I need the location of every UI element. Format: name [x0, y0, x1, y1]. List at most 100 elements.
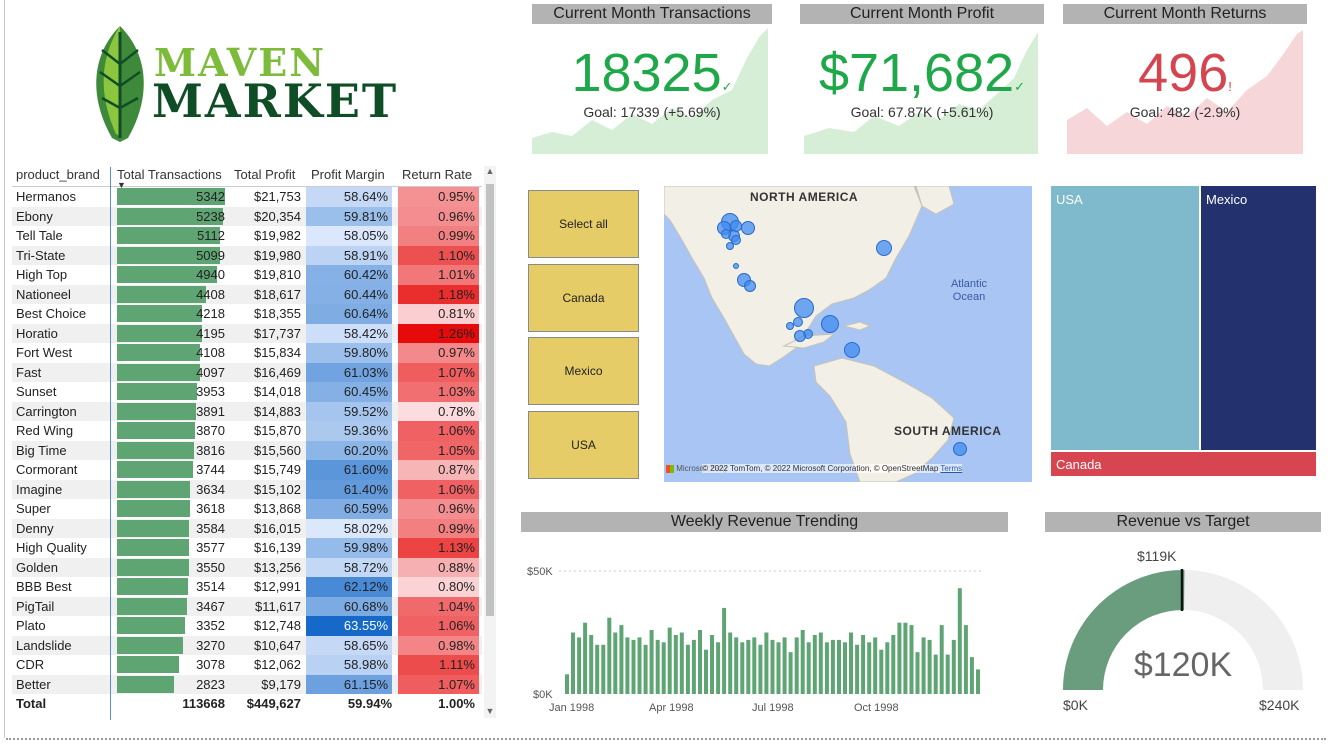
weekly-revenue-bar[interactable] [837, 639, 841, 694]
slicer-select-all[interactable]: Select all [528, 190, 639, 258]
weekly-revenue-bar[interactable] [758, 644, 763, 694]
weekly-revenue-bar[interactable] [915, 652, 920, 694]
slicer-usa[interactable]: USA [528, 411, 639, 479]
weekly-revenue-bar[interactable] [818, 632, 823, 695]
header-profit[interactable]: Total Profit [234, 167, 296, 182]
table-row[interactable]: Golden 3550 $13,256 58.72% 0.88% [12, 557, 482, 577]
slicer-canada[interactable]: Canada [528, 264, 639, 332]
weekly-revenue-bar[interactable] [673, 635, 678, 694]
store-location-bubble[interactable] [731, 235, 741, 245]
weekly-revenue-bar[interactable] [873, 637, 878, 694]
header-margin[interactable]: Profit Margin [311, 167, 385, 182]
kpi-card-transactions[interactable]: Current Month Transactions 18325✓ Goal: … [532, 4, 772, 156]
sort-desc-icon[interactable]: ▼ [117, 180, 126, 190]
weekly-revenue-bar[interactable] [565, 674, 569, 694]
weekly-revenue-bar[interactable] [782, 637, 787, 694]
store-location-bubble[interactable] [794, 330, 806, 342]
table-row[interactable]: Tell Tale 5112 $19,982 58.05% 0.99% [12, 226, 482, 246]
weekly-revenue-bar[interactable] [776, 642, 781, 694]
scroll-up-icon[interactable]: ▲ [485, 166, 495, 176]
weekly-revenue-bar[interactable] [927, 639, 932, 694]
kpi-card-returns[interactable]: Current Month Returns 496! Goal: 482 (-2… [1063, 4, 1307, 156]
weekly-revenue-bar[interactable] [909, 625, 914, 694]
weekly-revenue-bar[interactable] [969, 657, 974, 694]
weekly-revenue-chart[interactable]: $50K $0K Jan 1998 Apr 1998 Jul 1998 Oct … [521, 556, 991, 716]
table-row[interactable]: PigTail 3467 $11,617 60.68% 1.04% [12, 596, 482, 616]
treemap-mexico[interactable]: Mexico [1201, 186, 1316, 450]
header-transactions[interactable]: Total Transactions [117, 167, 222, 182]
weekly-revenue-bar[interactable] [595, 644, 600, 694]
kpi-card-profit[interactable]: Current Month Profit $71,682✓ Goal: 67.8… [800, 4, 1044, 156]
treemap-usa[interactable]: USA [1051, 186, 1199, 450]
table-row[interactable]: Red Wing 3870 $15,870 59.36% 1.06% [12, 421, 482, 441]
table-row[interactable]: Plato 3352 $12,748 63.55% 1.06% [12, 616, 482, 636]
weekly-revenue-bar[interactable] [843, 642, 847, 694]
header-brand[interactable]: product_brand [16, 167, 100, 182]
weekly-revenue-bar[interactable] [885, 642, 890, 694]
weekly-revenue-bar[interactable] [722, 607, 727, 694]
brand-table[interactable]: product_brand Total Transactions ▼ Total… [12, 164, 482, 714]
weekly-revenue-bar[interactable] [631, 639, 636, 694]
table-row[interactable]: High Quality 3577 $16,139 59.98% 1.13% [12, 538, 482, 558]
store-location-bubble[interactable] [844, 342, 860, 358]
weekly-revenue-bar[interactable] [685, 644, 690, 694]
table-row[interactable]: Hermanos 5342 $21,753 58.64% 0.95% [12, 187, 482, 207]
weekly-revenue-bar[interactable] [855, 644, 860, 694]
weekly-revenue-bar[interactable] [728, 632, 733, 695]
slicer-mexico[interactable]: Mexico [528, 337, 639, 405]
weekly-revenue-bar[interactable] [963, 625, 968, 694]
weekly-revenue-bar[interactable] [824, 642, 829, 694]
weekly-revenue-bar[interactable] [679, 632, 684, 695]
weekly-revenue-bar[interactable] [625, 637, 630, 694]
store-location-bubble[interactable] [786, 322, 794, 330]
weekly-revenue-bar[interactable] [571, 632, 575, 695]
weekly-revenue-bar[interactable] [879, 649, 884, 694]
weekly-revenue-bar[interactable] [770, 639, 775, 694]
table-row[interactable]: Tri-State 5099 $19,980 58.91% 1.10% [12, 245, 482, 265]
weekly-revenue-bar[interactable] [752, 637, 757, 694]
store-location-bubble[interactable] [876, 240, 892, 256]
weekly-revenue-bar[interactable] [891, 635, 896, 694]
weekly-revenue-bar[interactable] [710, 635, 714, 694]
weekly-revenue-bar[interactable] [939, 625, 944, 694]
table-row[interactable]: CDR 3078 $12,062 58.98% 1.11% [12, 655, 482, 675]
weekly-revenue-bar[interactable] [637, 637, 642, 694]
weekly-revenue-bar[interactable] [649, 630, 654, 694]
table-row[interactable]: Super 3618 $13,868 60.59% 0.96% [12, 499, 482, 519]
table-scrollbar-thumb[interactable] [486, 184, 494, 616]
weekly-revenue-bar[interactable] [921, 637, 926, 694]
weekly-revenue-bar[interactable] [897, 622, 902, 694]
store-location-bubble[interactable] [794, 298, 814, 318]
weekly-revenue-bar[interactable] [788, 652, 793, 694]
weekly-revenue-bar[interactable] [734, 637, 739, 694]
table-row[interactable]: Ebony 5238 $20,354 59.81% 0.96% [12, 206, 482, 226]
weekly-revenue-bar[interactable] [667, 627, 672, 694]
table-row[interactable]: High Top 4940 $19,810 60.42% 1.01% [12, 265, 482, 285]
weekly-revenue-bar[interactable] [607, 617, 612, 694]
store-location-bubble[interactable] [953, 442, 967, 456]
store-map[interactable]: NORTH AMERICA SOUTH AMERICA Atlantic Oce… [664, 186, 1032, 482]
table-row[interactable]: Fast 4097 $16,469 61.03% 1.07% [12, 362, 482, 382]
table-row[interactable]: Carrington 3891 $14,883 59.52% 0.78% [12, 401, 482, 421]
weekly-revenue-bar[interactable] [601, 644, 606, 694]
table-row[interactable]: BBB Best 3514 $12,991 62.12% 0.80% [12, 577, 482, 597]
weekly-revenue-bar[interactable] [945, 654, 950, 694]
store-location-bubble[interactable] [793, 317, 803, 327]
weekly-revenue-bar[interactable] [583, 622, 588, 694]
weekly-revenue-bar[interactable] [740, 642, 745, 694]
weekly-revenue-bar[interactable] [655, 639, 660, 694]
weekly-revenue-bar[interactable] [800, 630, 805, 694]
weekly-revenue-bar[interactable] [957, 588, 962, 694]
store-location-bubble[interactable] [821, 315, 839, 333]
table-row[interactable]: Nationeel 4408 $18,617 60.44% 1.18% [12, 284, 482, 304]
weekly-revenue-bar[interactable] [613, 632, 618, 695]
table-row[interactable]: Big Time 3816 $15,560 60.20% 1.05% [12, 440, 482, 460]
weekly-revenue-bar[interactable] [698, 630, 702, 694]
map-terms-link[interactable]: Terms [940, 464, 963, 473]
weekly-revenue-bar[interactable] [867, 642, 872, 694]
header-return-rate[interactable]: Return Rate [402, 167, 473, 182]
table-row[interactable]: Horatio 4195 $17,737 58.42% 1.26% [12, 323, 482, 343]
revenue-gauge[interactable] [1045, 540, 1321, 730]
weekly-revenue-bar[interactable] [746, 639, 751, 694]
table-row[interactable]: Imagine 3634 $15,102 61.40% 1.06% [12, 479, 482, 499]
